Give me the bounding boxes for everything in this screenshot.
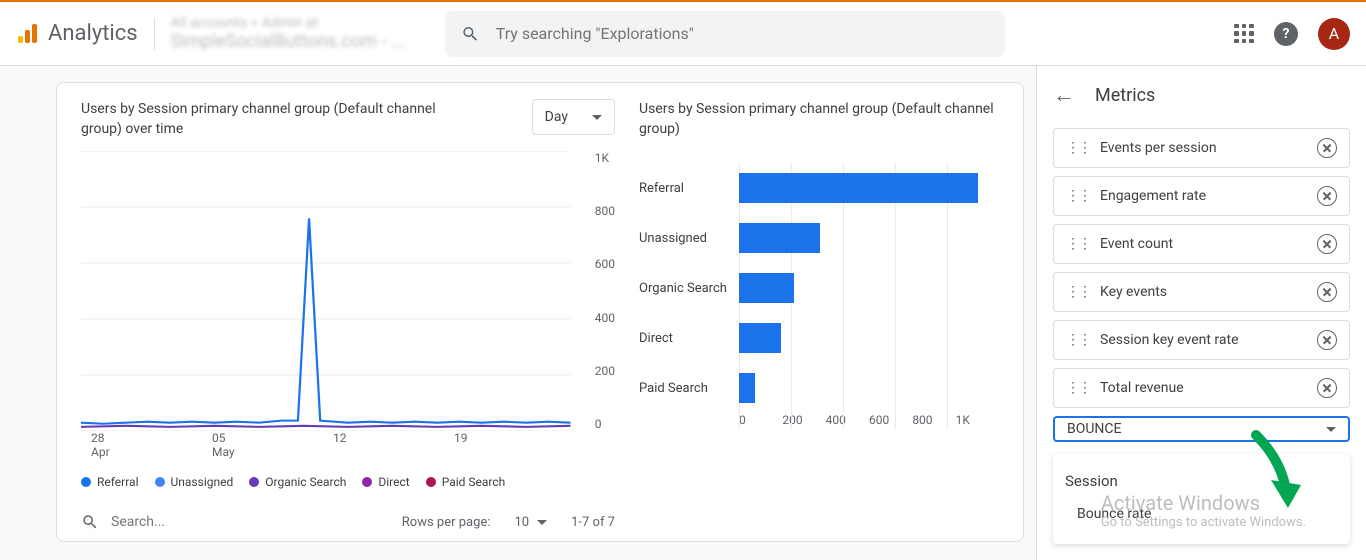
bar-row: Direct <box>639 313 999 363</box>
search-icon <box>461 24 480 44</box>
search-input[interactable] <box>496 24 989 43</box>
remove-icon[interactable] <box>1317 330 1337 350</box>
bar-row: Paid Search <box>639 363 999 413</box>
line-chart-title: Users by Session primary channel group (… <box>81 99 451 139</box>
brand-name: Analytics <box>48 21 138 46</box>
metric-item[interactable]: ⋮⋮Engagement rate <box>1053 176 1350 216</box>
metric-item[interactable]: ⋮⋮Key events <box>1053 272 1350 312</box>
property-selector[interactable]: All accounts > Admin at SimpleSocialButt… <box>171 15 405 52</box>
drag-handle-icon[interactable]: ⋮⋮ <box>1066 284 1090 300</box>
dropdown-item-bounce-rate[interactable]: Bounce rate <box>1053 496 1350 532</box>
drag-handle-icon[interactable]: ⋮⋮ <box>1066 380 1090 396</box>
bar-chart-title: Users by Session primary channel group (… <box>639 99 999 139</box>
header: Analytics All accounts > Admin at Simple… <box>0 2 1366 66</box>
drag-handle-icon[interactable]: ⋮⋮ <box>1066 332 1090 348</box>
rows-per-page-select[interactable]: 10 <box>514 515 547 530</box>
metric-search-input[interactable] <box>1053 416 1350 442</box>
line-chart: 1K8006004002000 <box>81 151 615 431</box>
search-icon <box>81 513 99 531</box>
avatar[interactable]: A <box>1318 18 1350 50</box>
bar-row: Unassigned <box>639 213 999 263</box>
metric-item[interactable]: ⋮⋮Session key event rate <box>1053 320 1350 360</box>
period-select[interactable]: Day <box>532 99 615 135</box>
table-search[interactable] <box>81 513 289 531</box>
chevron-down-icon <box>1326 427 1336 432</box>
help-icon[interactable]: ? <box>1274 22 1298 46</box>
remove-icon[interactable] <box>1317 282 1337 302</box>
bar-row: Referral <box>639 163 999 213</box>
metric-item[interactable]: ⋮⋮Total revenue <box>1053 368 1350 408</box>
search-box[interactable] <box>445 11 1005 57</box>
drag-handle-icon[interactable]: ⋮⋮ <box>1066 140 1090 156</box>
remove-icon[interactable] <box>1317 186 1337 206</box>
table-search-input[interactable] <box>111 514 289 530</box>
metrics-sidebar: ← Metrics ⋮⋮Events per session ⋮⋮Engageme… <box>1036 66 1366 560</box>
drag-handle-icon[interactable]: ⋮⋮ <box>1066 236 1090 252</box>
legend-item[interactable]: Unassigned <box>155 475 234 489</box>
analytics-logo-icon <box>16 22 40 46</box>
chevron-down-icon <box>537 520 547 525</box>
chevron-down-icon <box>592 115 602 120</box>
back-arrow-icon[interactable]: ← <box>1053 82 1075 108</box>
legend-item[interactable]: Paid Search <box>426 475 506 489</box>
legend-item[interactable]: Referral <box>81 475 139 489</box>
remove-icon[interactable] <box>1317 234 1337 254</box>
bar-row: Organic Search <box>639 263 999 313</box>
legend-item[interactable]: Direct <box>362 475 409 489</box>
metric-item[interactable]: ⋮⋮Event count <box>1053 224 1350 264</box>
metric-item[interactable]: ⋮⋮Events per session <box>1053 128 1350 168</box>
divider <box>154 18 155 50</box>
remove-icon[interactable] <box>1317 138 1337 158</box>
dropdown-group: Session <box>1053 466 1350 496</box>
remove-icon[interactable] <box>1317 378 1337 398</box>
sidebar-title: Metrics <box>1095 85 1155 106</box>
page-info: 1-7 of 7 <box>571 515 615 530</box>
bar-chart: ReferralUnassignedOrganic SearchDirectPa… <box>639 163 999 453</box>
legend-item[interactable]: Organic Search <box>249 475 346 489</box>
rows-per-page-label: Rows per page: <box>402 515 491 530</box>
apps-icon[interactable] <box>1234 24 1254 44</box>
logo[interactable]: Analytics <box>16 21 138 46</box>
drag-handle-icon[interactable]: ⋮⋮ <box>1066 188 1090 204</box>
metric-dropdown: Session Bounce rate <box>1053 454 1350 544</box>
legend: Referral Unassigned Organic Search Direct Pa… <box>81 475 615 489</box>
report-card: Users by Session primary channel group (… <box>56 82 1024 542</box>
